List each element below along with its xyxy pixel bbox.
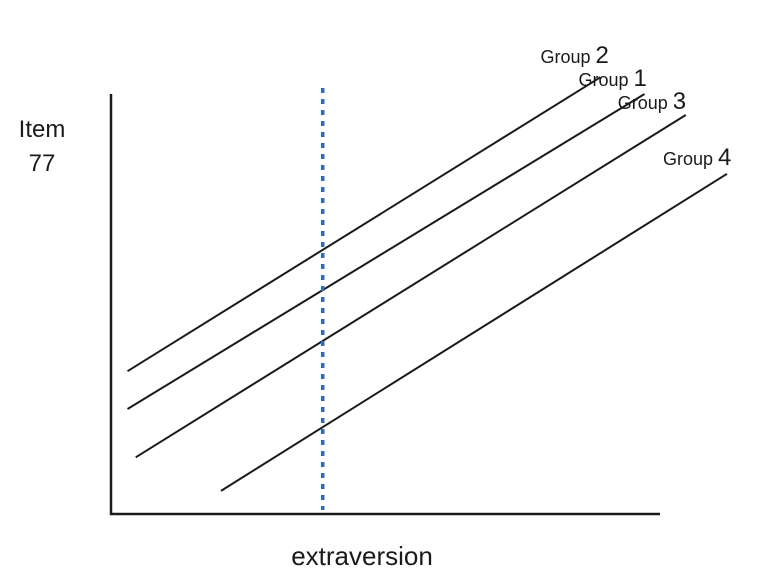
- y-axis-label-line2: 77: [28, 150, 56, 177]
- series-line-group-2: [126, 76, 602, 373]
- series-lines: [126, 76, 728, 492]
- series-line-group-1: [126, 93, 646, 410]
- y-axis-label-line1: Item: [18, 116, 66, 143]
- series-label-group-4: Group 4: [663, 144, 731, 171]
- series-line-group-4: [220, 172, 728, 492]
- x-axis-label: extraversion: [291, 541, 433, 571]
- series-label-group-2: Group 2: [541, 42, 609, 69]
- series-label-group-1: Group 1: [579, 65, 647, 92]
- series-line-group-3: [135, 114, 687, 459]
- series-label-group-3: Group 3: [618, 88, 686, 115]
